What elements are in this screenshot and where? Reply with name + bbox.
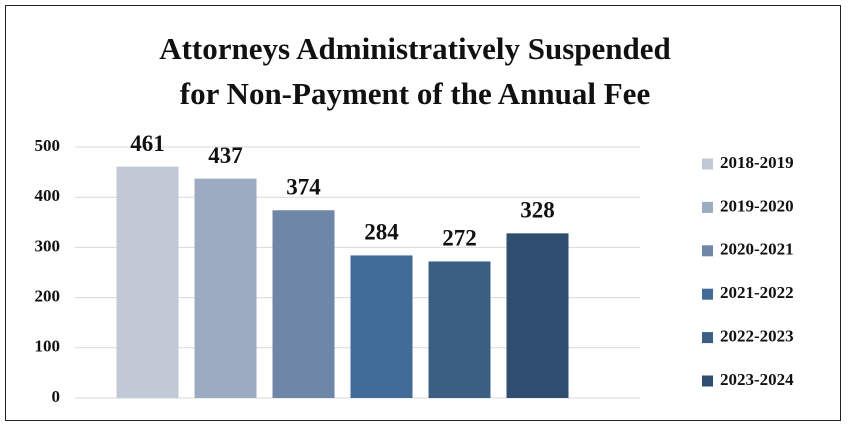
chart-frame: [5, 5, 841, 421]
legend-swatch: [702, 288, 713, 300]
bar: [272, 210, 335, 398]
legend-label: 2023-2024: [720, 370, 794, 389]
y-tick-label: 300: [35, 236, 61, 255]
data-label: 461: [130, 131, 165, 156]
y-tick-label: 500: [35, 136, 61, 155]
legend-label: 2021-2022: [720, 283, 794, 302]
bar: [506, 233, 569, 398]
bar: [428, 261, 491, 398]
legend-swatch: [702, 332, 713, 344]
legend-swatch: [702, 375, 713, 387]
y-tick-label: 100: [35, 337, 61, 356]
y-tick-label: 200: [35, 287, 61, 306]
data-label: 437: [208, 143, 243, 168]
data-label: 272: [442, 226, 477, 251]
y-tick-label: 0: [52, 387, 61, 406]
data-label: 328: [520, 198, 555, 223]
legend-swatch: [702, 158, 713, 170]
bar: [350, 255, 413, 398]
chart-title: Attorneys Administratively Suspended for…: [159, 31, 671, 111]
legend-label: 2020-2021: [720, 240, 794, 259]
legend-label: 2018-2019: [720, 153, 794, 172]
legend-swatch: [702, 245, 713, 257]
data-label: 284: [364, 220, 399, 245]
bar: [116, 166, 179, 398]
legend-label: 2022-2023: [720, 327, 794, 346]
legend-swatch: [702, 201, 713, 213]
bar: [194, 178, 257, 398]
legend-label: 2019-2020: [720, 196, 794, 215]
y-tick-label: 400: [35, 186, 61, 205]
data-label: 374: [286, 175, 321, 200]
